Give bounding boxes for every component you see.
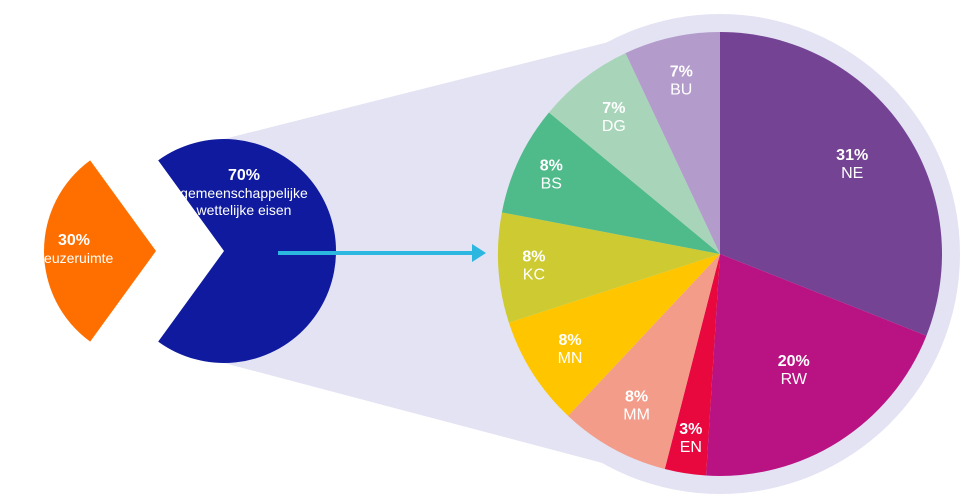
slice-ne-value-label: 31% bbox=[836, 147, 868, 164]
slice-bs-value-label: 8% bbox=[540, 158, 563, 175]
arrow-head bbox=[472, 244, 486, 262]
pie-slice-mn bbox=[508, 254, 720, 416]
slice-mn-value-label: 8% bbox=[558, 332, 581, 349]
pie-slice-ne bbox=[720, 32, 942, 336]
slice-rw-category-label: RW bbox=[781, 371, 808, 388]
slice-kc-category-label: KC bbox=[523, 267, 545, 284]
slice-mm-value-label: 8% bbox=[625, 389, 648, 406]
slice-en-category-label: EN bbox=[680, 439, 702, 456]
gemeenschappelijke-eisen-value-label: 70% bbox=[228, 167, 260, 184]
slice-mn-category-label: MN bbox=[558, 350, 583, 367]
pie-slice-en bbox=[664, 254, 720, 476]
slice-bu-category-label: BU bbox=[670, 82, 692, 99]
pie-slice-keuzeruimte bbox=[44, 160, 157, 342]
slice-rw-value-label: 20% bbox=[778, 353, 810, 370]
slice-dg-category-label: DG bbox=[602, 118, 626, 135]
slice-bu-value-label: 7% bbox=[670, 64, 693, 81]
keuzeruimte-value-label: 30% bbox=[58, 232, 90, 249]
pie-slice-dg bbox=[548, 53, 720, 254]
pie-slice-bs bbox=[501, 112, 720, 255]
slice-en-value-label: 3% bbox=[679, 421, 702, 438]
arrow bbox=[278, 244, 486, 262]
pie-slice-mm bbox=[568, 254, 720, 470]
pie-slice-kc bbox=[498, 212, 720, 323]
pie-slice-gemeenschappelijke-eisen bbox=[158, 139, 337, 363]
keuzeruimte-category-label: Keuzeruimte bbox=[35, 250, 114, 266]
left-pie-chart: 30%Keuzeruimte 70%gemeenschappelijke wette… bbox=[35, 139, 337, 363]
pie-slice-rw bbox=[706, 254, 927, 476]
slice-ne-category-label: NE bbox=[841, 165, 863, 182]
slice-mm-category-label: MM bbox=[623, 407, 650, 424]
slice-bs-category-label: BS bbox=[541, 176, 562, 193]
slice-dg-value-label: 7% bbox=[602, 100, 625, 117]
gemeenschappelijke-eisen-category-label: gemeenschappelijke wettelijke eisen bbox=[180, 185, 308, 218]
slice-kc-value-label: 8% bbox=[522, 249, 545, 266]
pie-slice-bu bbox=[625, 32, 720, 254]
